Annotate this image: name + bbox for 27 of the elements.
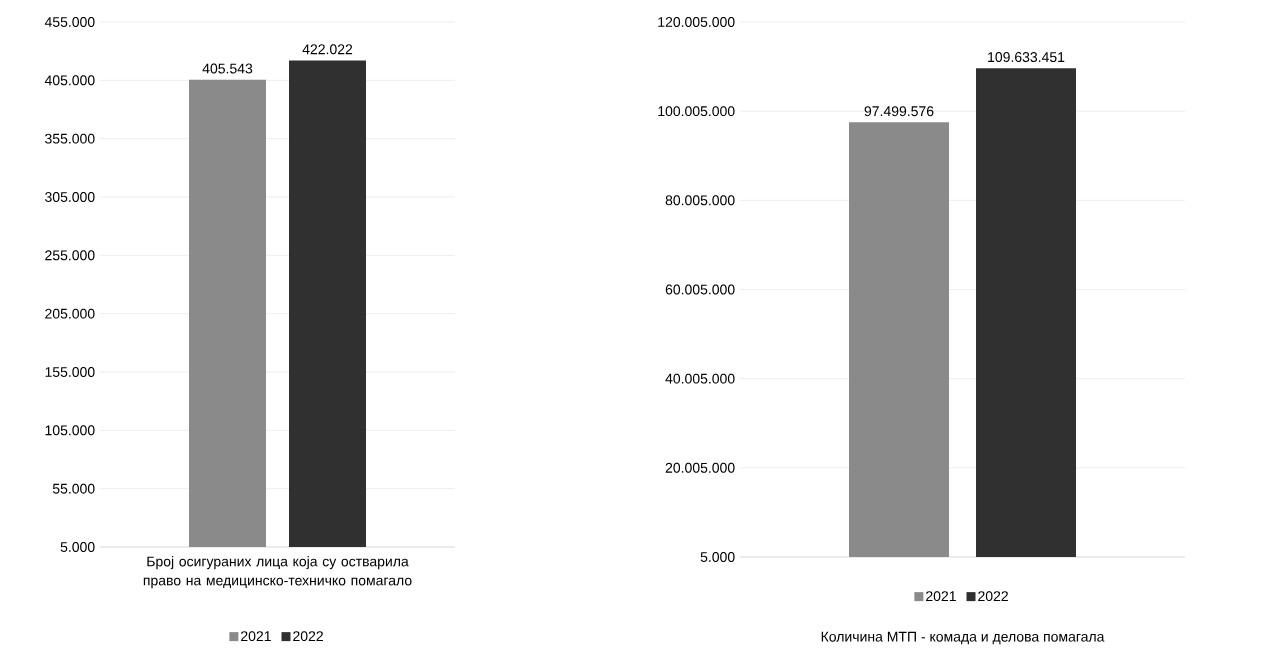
legend-label: 2022 [978, 591, 1008, 602]
y-tick-label: 405.000 [44, 75, 95, 86]
data-label: 422.022 [302, 44, 353, 55]
y-tick-label: 455.000 [44, 17, 95, 27]
y-tick-label: 60.005.000 [665, 284, 735, 295]
y-tick-label: 205.000 [45, 308, 95, 319]
y-tick-label: 105.000 [45, 425, 95, 436]
legend-label: 2021 [241, 631, 271, 642]
x-axis-title: Количина МТП - комада и делова помагала [821, 631, 1105, 645]
data-label: 405.543 [202, 63, 253, 74]
x-tick-label: Број осигураних лица која су остварила право на медицинско-техничко помагало [143, 556, 412, 589]
y-tick-label: 155.000 [45, 367, 95, 377]
data-label: 109.633.451 [988, 52, 1065, 63]
y-tick-label: 40.005.000 [665, 373, 735, 384]
y-tick-label: 255.000 [45, 250, 95, 261]
legend-label: 2022 [293, 631, 323, 642]
y-tick-label: 80.005.000 [665, 195, 735, 206]
y-tick-label: 305.000 [45, 192, 95, 202]
y-tick-label: 120.005.000 [658, 17, 735, 27]
y-tick-label: 5.000 [60, 542, 95, 552]
y-tick-label: 20.005.000 [665, 462, 735, 473]
y-tick-label: 55.000 [52, 483, 95, 494]
y-tick-label: 5.000 [700, 552, 735, 562]
y-tick-label: 355.000 [45, 133, 95, 144]
legend-label: 2021 [926, 591, 956, 602]
data-label: 97.499.576 [864, 106, 934, 117]
y-tick-label: 100.005.000 [658, 106, 735, 117]
